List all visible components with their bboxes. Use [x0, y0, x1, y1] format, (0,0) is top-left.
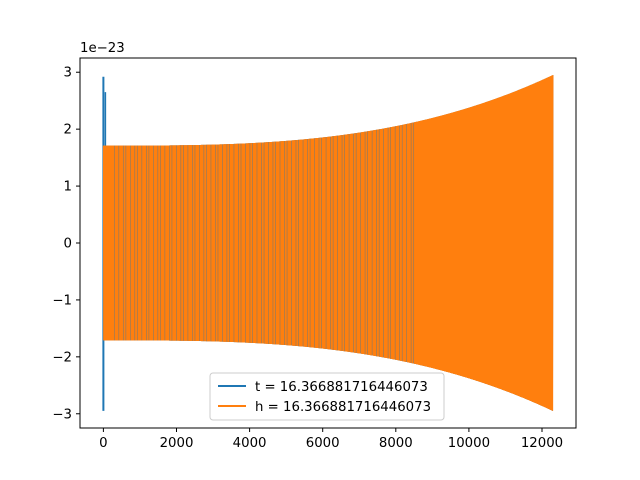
y-axis: −3 −2 −1 0 1 2 3: [52, 66, 80, 422]
series-line-t-visible-gaps: [114, 122, 415, 364]
plot-area: [102, 75, 554, 411]
y-tick-label: −3: [52, 407, 72, 422]
legend-label: t = 16.366881716446073: [255, 380, 428, 395]
y-offset-label: 1e−23: [80, 41, 125, 56]
legend-label: h = 16.366881716446073: [255, 400, 431, 415]
x-tick-label: 4000: [233, 436, 267, 451]
series-line-h-trace: [102, 75, 554, 411]
x-axis: 0 2000 4000 6000 8000 10000 12000: [99, 428, 563, 451]
y-tick-label: 0: [64, 237, 72, 252]
x-tick-label: 6000: [306, 436, 340, 451]
x-tick-label: 0: [99, 436, 107, 451]
x-tick-label: 12000: [521, 436, 563, 451]
y-tick-label: 2: [64, 123, 72, 138]
x-tick-label: 2000: [160, 436, 194, 451]
legend: t = 16.366881716446073 h = 16.36688171644…: [209, 372, 445, 421]
x-tick-label: 8000: [379, 436, 413, 451]
y-tick-label: 1: [64, 180, 72, 195]
legend-box: [209, 372, 445, 421]
y-tick-label: 3: [64, 66, 72, 81]
y-tick-label: −2: [52, 350, 72, 365]
series-line-h: [102, 75, 554, 411]
x-tick-label: 10000: [448, 436, 490, 451]
y-tick-label: −1: [52, 293, 72, 308]
